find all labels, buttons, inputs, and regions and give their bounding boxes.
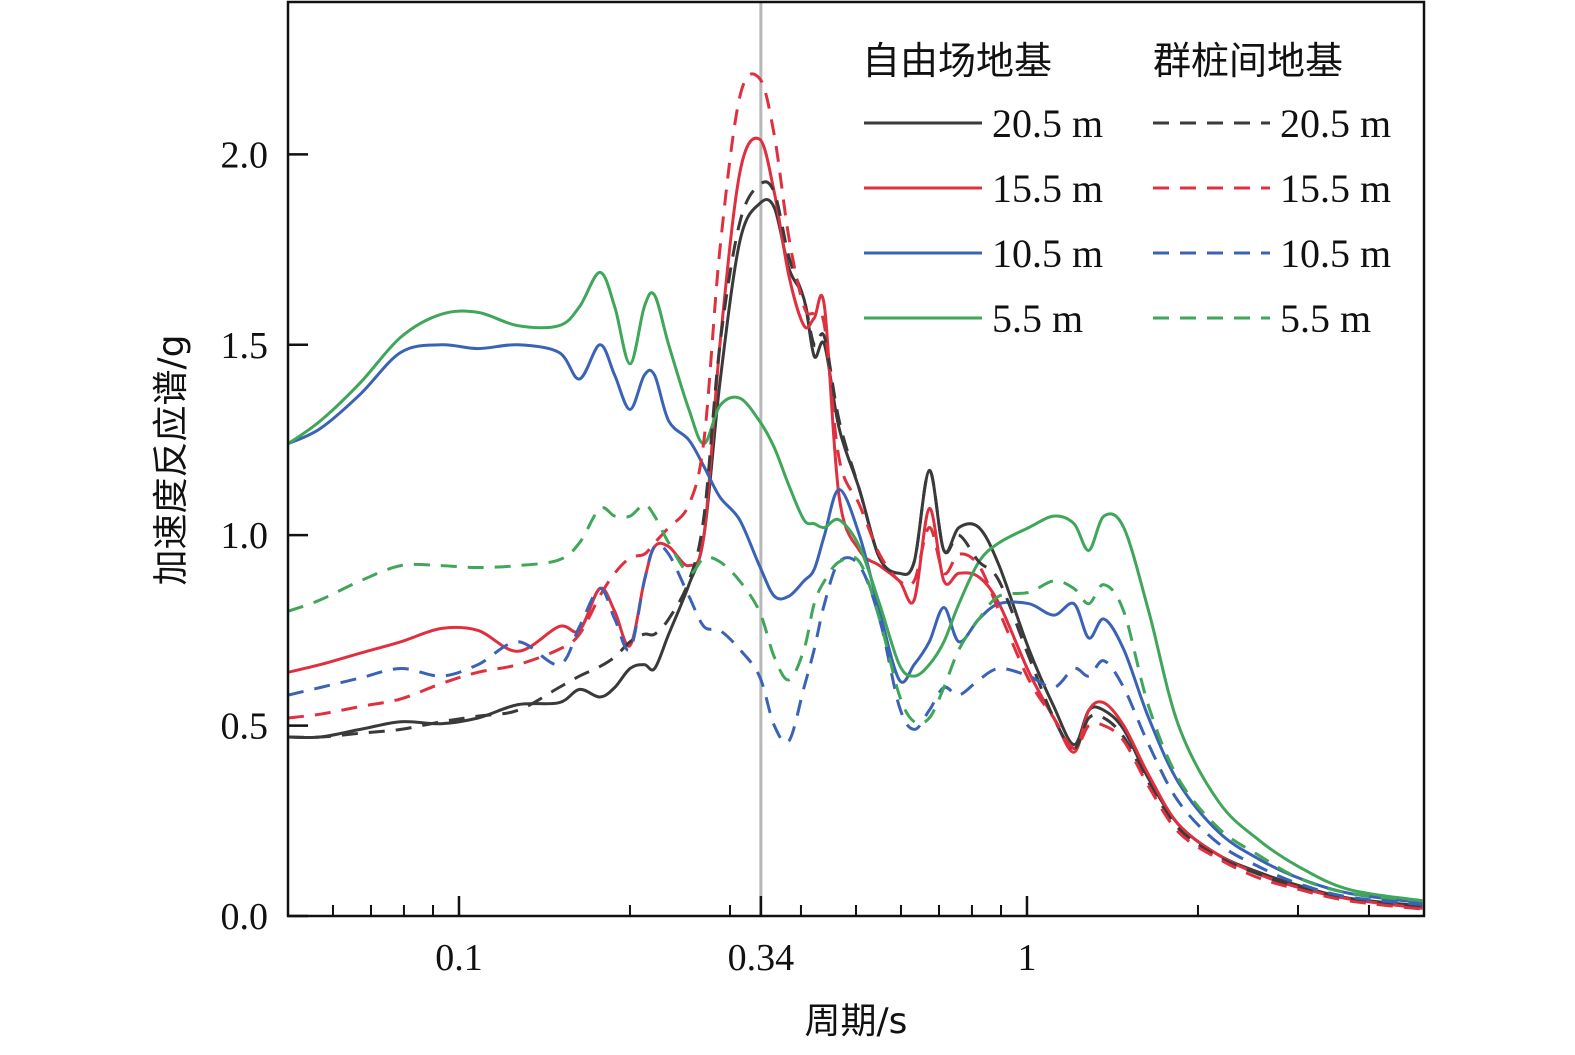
x-tick-label: 1 [1017,937,1036,979]
legend-label: 10.5 m [1280,231,1391,276]
axis-ticks [288,153,1370,918]
legend-label: 15.5 m [1280,166,1391,211]
x-axis-label: 周期/s [805,1001,908,1042]
y-tick-label: 0.0 [221,896,269,938]
legend-label: 15.5 m [992,166,1103,211]
legend-header-pile-group: 群桩间地基 [1153,39,1343,83]
plot-frame [286,0,1426,918]
legend: 自由场地基 群桩间地基 20.5 m 15.5 m 10.5 m 5.5 m 20.5 … [862,39,1391,341]
legend-label: 5.5 m [992,296,1083,341]
y-axis-label: 加速度反应谱/g [151,335,192,586]
y-tick-label: 1.0 [221,515,269,557]
series-line-free-field-155m [288,136,1423,910]
legend-label: 5.5 m [1280,296,1371,341]
series-layer [288,72,1423,911]
series-line-free-field-105m [288,343,1423,905]
series-line-free-field-205m [288,198,1423,908]
legend-header-free-field: 自由场地基 [862,39,1052,83]
series-line-pile-group-55m [288,503,1423,903]
legend-label: 20.5 m [1280,101,1391,146]
y-tick-label: 2.0 [221,134,269,176]
series-line-pile-group-205m [288,180,1423,909]
x-tick-label: 0.1 [435,937,483,979]
y-tick-label: 1.5 [221,325,269,367]
y-tick-label: 0.5 [221,706,269,748]
series-line-pile-group-105m [288,543,1423,907]
series-line-pile-group-155m [288,72,1423,911]
legend-label: 10.5 m [992,231,1103,276]
series-line-free-field-55m [288,270,1423,903]
x-tick-label: 0.34 [728,937,795,979]
legend-label: 20.5 m [992,101,1103,146]
